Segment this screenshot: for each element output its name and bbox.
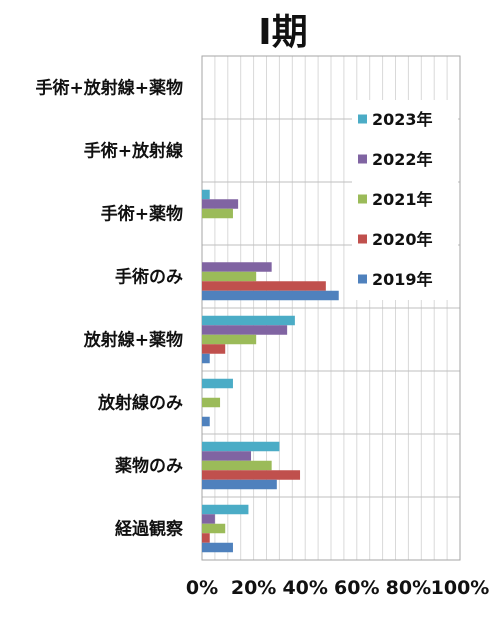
bar [202,334,257,345]
category-label: 薬物のみ [115,456,183,477]
legend-label: 2020年 [372,230,433,249]
bars [202,189,339,553]
bar [202,271,257,282]
bar [202,199,239,209]
bar [202,451,252,461]
x-tick-label: 0% [186,577,218,599]
legend-swatch [358,274,367,284]
bar [202,441,280,452]
x-tick-label: 20% [231,577,276,599]
x-tick-label: 100% [431,577,490,599]
legend-swatch [358,194,367,204]
legend-label: 2021年 [372,190,433,209]
bar [202,189,210,200]
legend-box [352,100,458,300]
category-label: 手術のみ [115,267,183,288]
legend: 2023年 2022年 2021年 2020年 2019年 [352,100,458,300]
x-tick-label: 60% [334,577,379,599]
bar [202,533,210,543]
bar [202,397,221,408]
category-label: 手術+放射線 [84,141,183,162]
category-label: 経過観察 [115,519,184,540]
category-label: 手術+薬物 [101,204,183,225]
bar [202,542,233,553]
category-labels: 手術+放射線+薬物手術+放射線手術+薬物手術のみ放射線+薬物放射線のみ薬物のみ経… [36,78,184,540]
bar [202,378,233,389]
chart-title: Ⅰ期 [258,12,307,53]
bar [202,281,326,291]
category-label: 手術+放射線+薬物 [36,78,184,99]
x-tick-label: 40% [282,577,327,599]
bar [202,523,226,534]
bar [202,315,295,326]
category-label: 放射線のみ [97,393,183,414]
x-tick-label: 80% [386,577,431,599]
bar [202,353,210,364]
legend-swatch [358,234,367,244]
bar [202,344,226,354]
legend-label: 2022年 [372,150,433,169]
x-tick-labels: 0% 20% 40% 60% 80% 100% [186,577,489,599]
bar [202,514,215,524]
legend-swatch [358,154,367,164]
bar [202,479,277,490]
bar [202,262,272,272]
bar [202,416,210,427]
bar [202,325,288,335]
bar [202,504,249,515]
legend-label: 2019年 [372,270,433,289]
bar [202,470,301,480]
bar [202,208,233,219]
bar [202,290,339,301]
legend-label: 2023年 [372,110,433,129]
legend-swatch [358,114,367,124]
plot-frame [201,55,461,561]
bar [202,460,272,471]
category-label: 放射線+薬物 [83,330,183,351]
